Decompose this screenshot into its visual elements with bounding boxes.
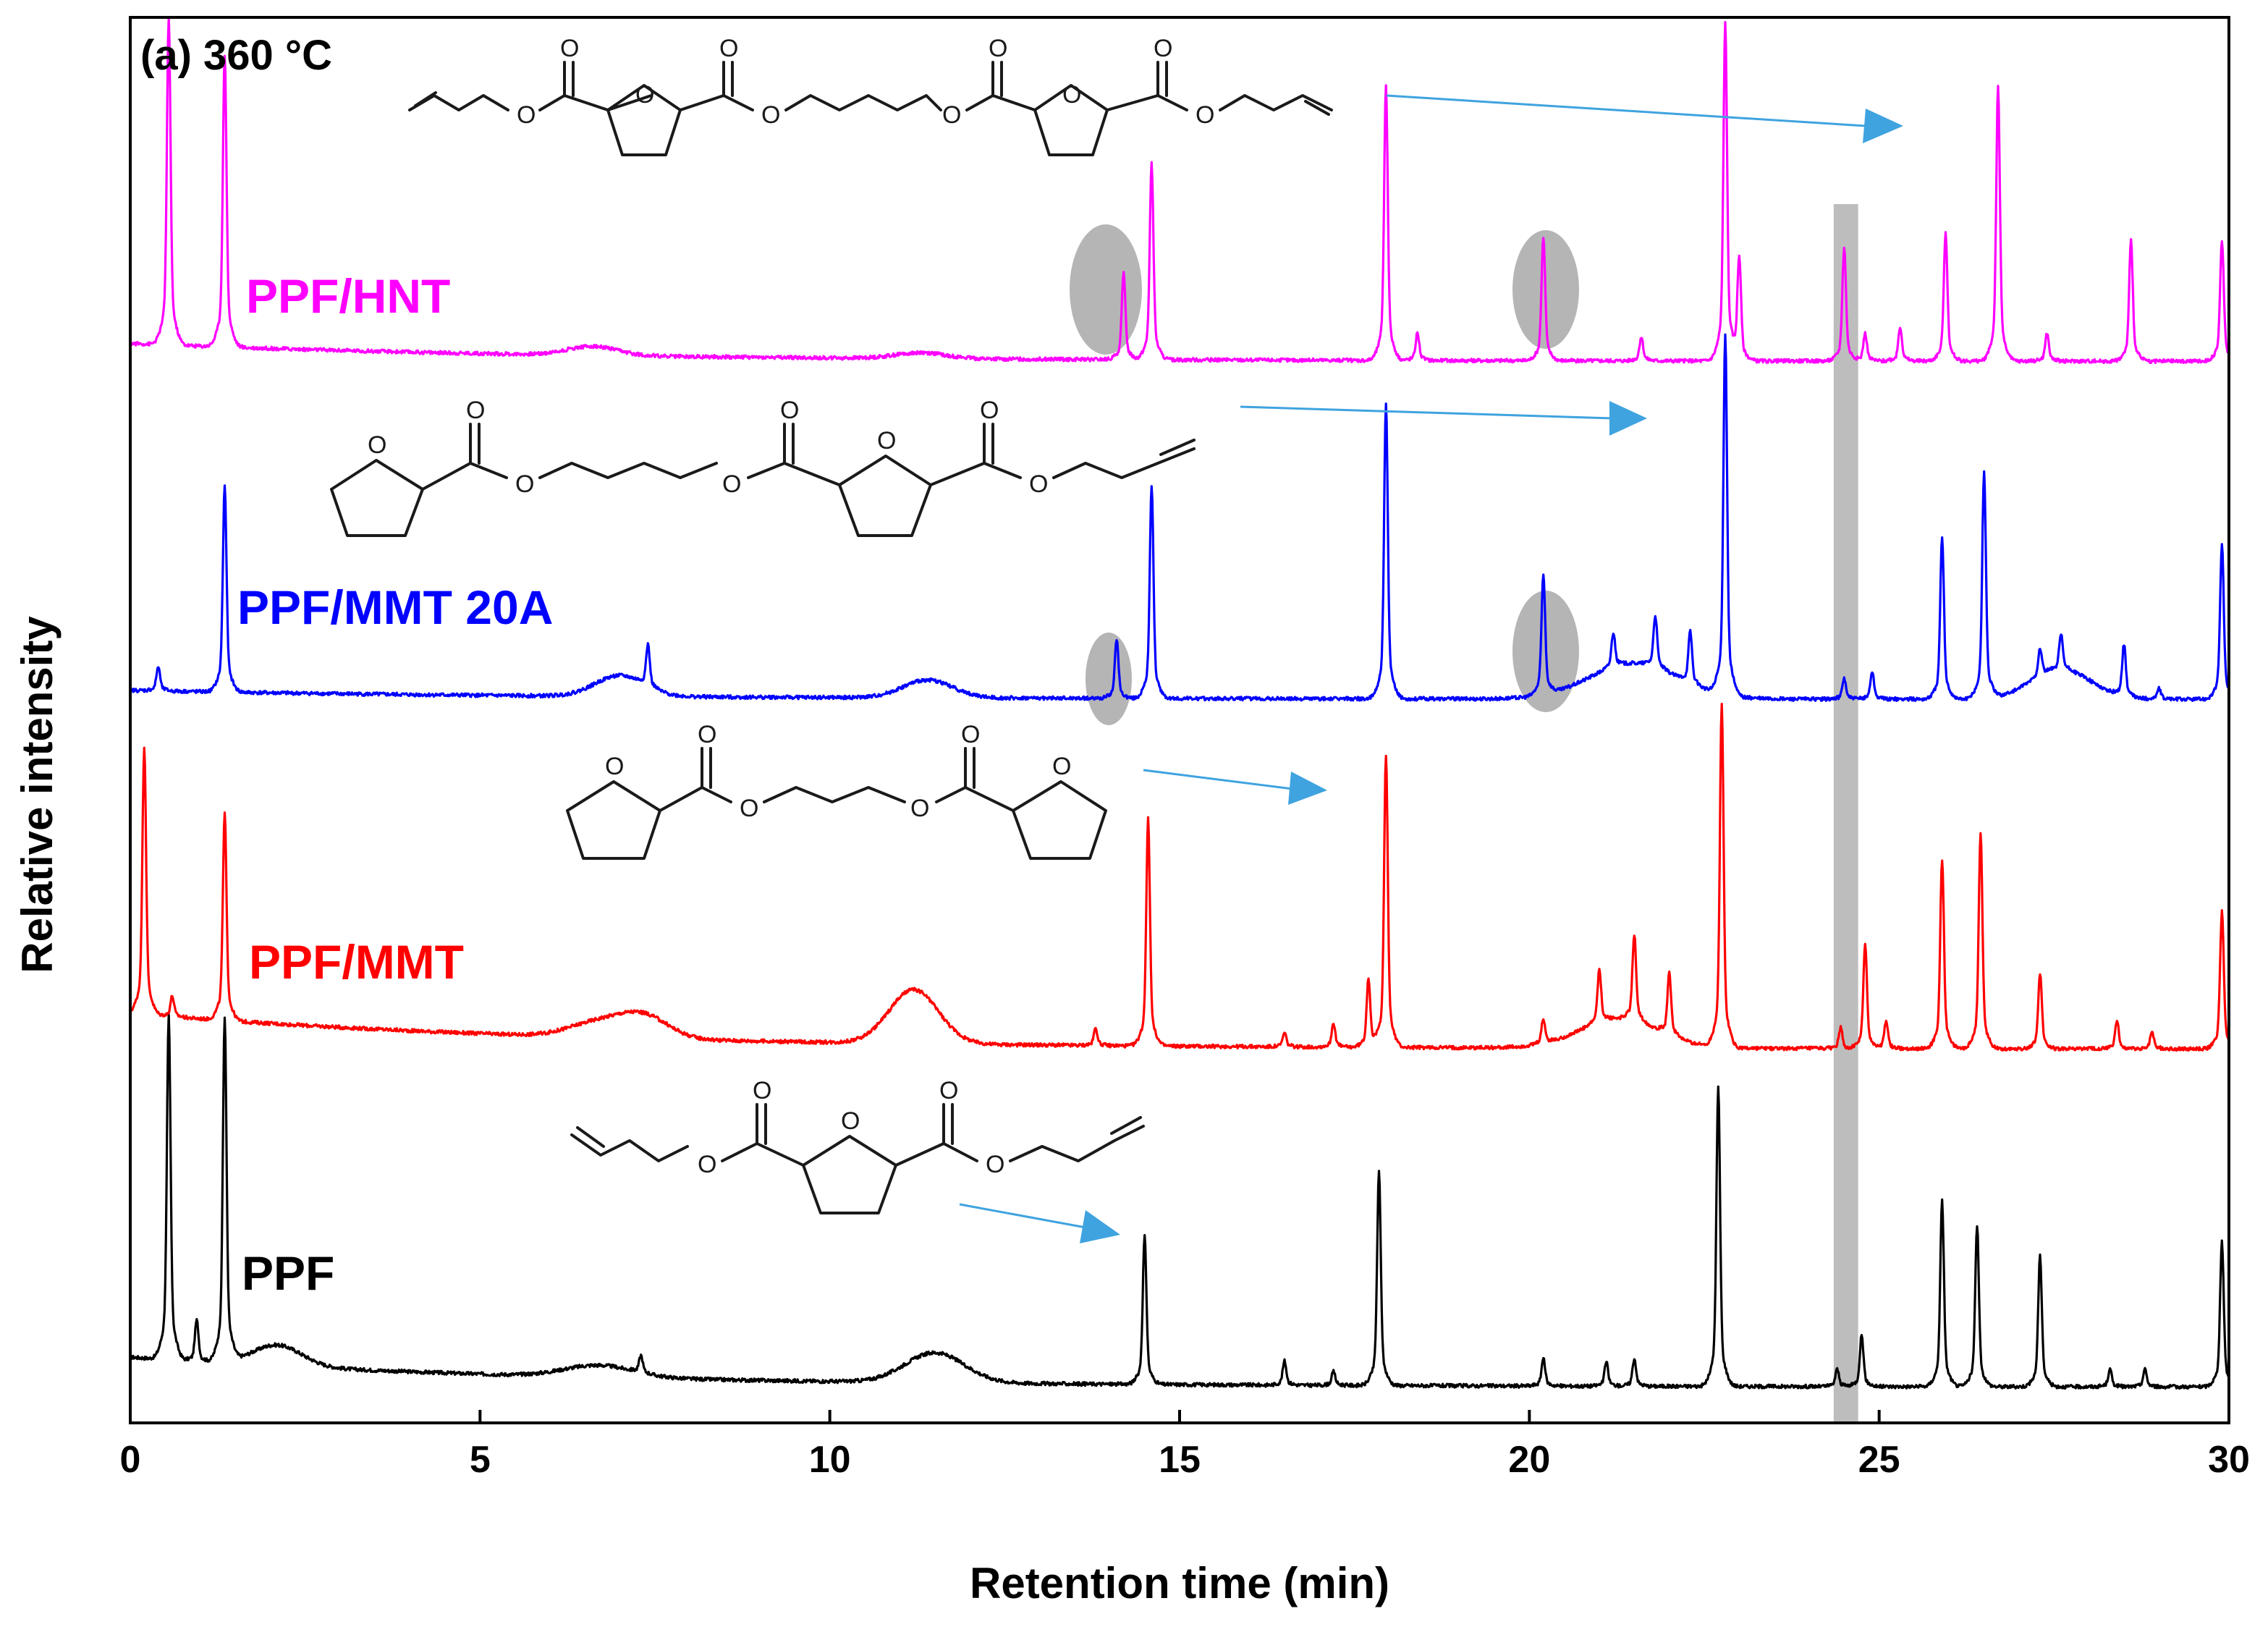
series-line-ppf-mmt: [129, 703, 2230, 1052]
x-tick-label: 10: [809, 1439, 851, 1481]
atom-o: O: [1029, 470, 1048, 498]
x-tick-label: 25: [1858, 1439, 1900, 1481]
atom-o: O: [517, 101, 536, 129]
x-tick-label: 0: [120, 1439, 141, 1481]
arrow-3: [1143, 769, 1293, 790]
diallyl-furandicarboxylate-structure: O O O O O: [570, 1077, 1145, 1214]
atom-o: O: [1196, 101, 1214, 129]
series-line-ppf-mmt-20a: [130, 333, 2230, 702]
atom-o: O: [698, 721, 716, 748]
atom-o: O: [368, 431, 386, 459]
series-label-mmt: PPF/MMT: [249, 935, 464, 989]
annotation-arrows: [959, 94, 1903, 1243]
diallyl-dimer-structure: O O O O O O O O O O: [408, 35, 1333, 156]
atom-o: O: [980, 397, 999, 424]
arrow-2: [1240, 405, 1613, 420]
atom-o: O: [635, 81, 654, 109]
highlight-band: [1833, 204, 1858, 1423]
series-label-ppf: PPF: [242, 1246, 334, 1300]
atom-o: O: [466, 397, 485, 424]
atom-o: O: [719, 35, 738, 62]
atom-o: O: [986, 1151, 1004, 1178]
atom-o: O: [740, 795, 758, 822]
bis-furoate-structure: O O O O O O: [566, 721, 1107, 860]
atom-o: O: [910, 795, 929, 822]
atom-o: O: [698, 1151, 716, 1178]
series-line-ppf: [130, 1013, 2230, 1390]
furoate-allyl-structure: O O O O O O O O: [330, 397, 1196, 537]
atom-o: O: [722, 470, 741, 498]
atom-o: O: [1154, 35, 1172, 62]
atom-o: O: [605, 753, 624, 780]
arrow-4-head: [1080, 1210, 1120, 1243]
x-tick-label: 5: [470, 1439, 491, 1481]
mmt20a-peak-ellipse-1: [1086, 633, 1132, 725]
series-label-hnt: PPF/HNT: [246, 269, 450, 323]
arrow-2-head: [1609, 401, 1647, 436]
atom-o: O: [942, 101, 961, 129]
atom-o: O: [877, 427, 896, 455]
atom-o: O: [780, 397, 799, 424]
x-tick-label: 15: [1159, 1439, 1201, 1481]
panel-title: (a) 360 °C: [140, 32, 332, 79]
x-tick-label: 20: [1508, 1439, 1550, 1481]
atom-o: O: [515, 470, 534, 498]
arrow-1: [1386, 94, 1866, 127]
atom-o: O: [939, 1077, 958, 1104]
atom-o: O: [989, 35, 1007, 62]
x-axis-title: Retention time (min): [970, 1559, 1389, 1607]
atom-o: O: [753, 1077, 771, 1104]
arrow-1-head: [1863, 109, 1903, 143]
atom-o: O: [761, 101, 780, 129]
series-line-ppf-hnt: [129, 16, 2230, 364]
highlight-ellipses: [1070, 224, 1579, 725]
hnt-peak-ellipse-1: [1070, 224, 1142, 355]
atom-o: O: [1062, 81, 1081, 109]
y-axis-title: Relative intensity: [13, 616, 62, 973]
series-label-mmt20a: PPF/MMT 20A: [237, 580, 553, 634]
atom-o: O: [560, 35, 579, 62]
x-tick-label: 30: [2208, 1439, 2250, 1481]
atom-o: O: [841, 1107, 860, 1135]
arrow-4: [959, 1203, 1086, 1229]
series-traces: [129, 16, 2230, 1390]
atom-o: O: [961, 721, 980, 748]
x-axis-ticks: 0 5 10 15 20 25 30: [120, 1410, 2250, 1481]
atom-o: O: [1052, 753, 1071, 780]
arrow-3-head: [1288, 772, 1327, 805]
